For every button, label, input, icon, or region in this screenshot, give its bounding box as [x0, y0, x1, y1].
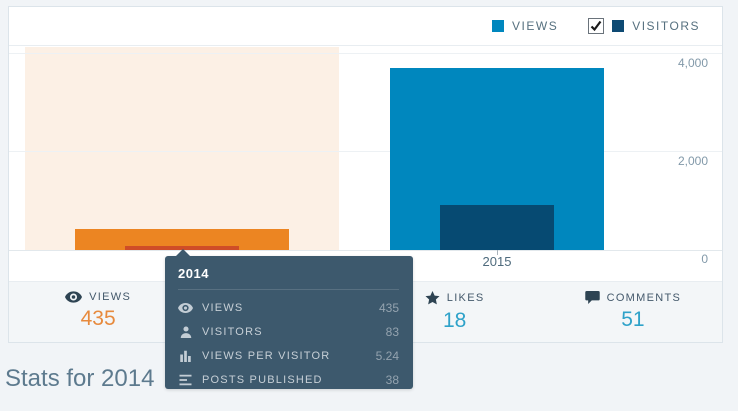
tooltip-vpv-label: VIEWS PER VISITOR	[202, 350, 331, 362]
tooltip-row-posts-published: POSTS PUBLISHED 38	[178, 368, 399, 392]
tooltip-vpv-value: 5.24	[375, 349, 399, 363]
stat-likes-value: 18	[442, 309, 467, 332]
bar-visitors-2015[interactable]	[440, 205, 554, 250]
eye-icon	[178, 303, 193, 313]
visitors-swatch-icon	[612, 20, 625, 32]
tooltip-posts-value: 38	[385, 373, 399, 387]
views-swatch-icon	[492, 20, 505, 32]
tooltip-views-label: VIEWS	[202, 302, 244, 314]
posts-icon	[178, 374, 193, 386]
tooltip-title: 2014	[178, 266, 209, 281]
ytick-0: 0	[701, 252, 708, 266]
gridline-2000	[9, 151, 722, 152]
tooltip-views-value: 435	[378, 301, 399, 315]
bar-visitors-2014[interactable]	[125, 246, 239, 250]
stats-chart-card: VIEWS VISITORS 4,000 2,000	[8, 6, 723, 343]
stat-views-label: VIEWS	[89, 291, 132, 303]
stat-views-value: 435	[80, 307, 116, 330]
comment-icon	[584, 291, 600, 304]
tooltip-row-views-per-visitor: VIEWS PER VISITOR 5.24	[178, 344, 399, 368]
tooltip-row-views: VIEWS 435	[178, 296, 399, 320]
eye-icon	[65, 291, 83, 303]
chart-plot-area	[9, 53, 722, 250]
legend-views-label: VIEWS	[512, 19, 559, 33]
tooltip-divider	[178, 289, 399, 290]
legend-item-views: VIEWS	[492, 19, 558, 33]
tooltip-posts-label: POSTS PUBLISHED	[202, 374, 323, 386]
checkmark-icon	[590, 20, 602, 32]
legend-visitors-label: VISITORS	[632, 19, 700, 33]
legend-item-visitors[interactable]: VISITORS	[588, 18, 700, 34]
visitors-checkbox[interactable]	[588, 18, 605, 34]
tooltip-row-visitors: VISITORS 83	[178, 320, 399, 344]
stat-likes-label: LIKES	[446, 292, 485, 304]
stat-cell-views[interactable]: VIEWS 435	[9, 282, 187, 342]
bar-chart-icon	[178, 350, 193, 362]
xtick-2015	[497, 250, 498, 255]
page-title: Stats for 2014	[5, 365, 155, 392]
stat-comments-label: COMMENTS	[606, 291, 682, 304]
bar-views-2014[interactable]	[75, 229, 289, 250]
column-highlight-2014[interactable]	[25, 47, 339, 250]
star-icon	[425, 291, 440, 305]
stat-cell-likes[interactable]: LIKES 18	[366, 282, 544, 342]
xlabel-2015: 2015	[482, 254, 512, 269]
ytick-4000: 4,000	[677, 56, 708, 70]
gridline-baseline	[9, 250, 722, 251]
person-icon	[178, 326, 193, 338]
gridline-4000	[9, 53, 722, 54]
ytick-2000: 2,000	[677, 154, 708, 168]
chart-legend: VIEWS VISITORS	[9, 7, 722, 46]
tooltip-visitors-value: 83	[385, 325, 399, 339]
stat-cell-comments[interactable]: COMMENTS 51	[544, 282, 722, 342]
stat-comments-value: 51	[621, 308, 645, 331]
tooltip-visitors-label: VISITORS	[202, 326, 263, 338]
chart-tooltip-2014: 2014 VIEWS 435 VISITORS 83 VIEWS PER VIS…	[165, 249, 413, 392]
